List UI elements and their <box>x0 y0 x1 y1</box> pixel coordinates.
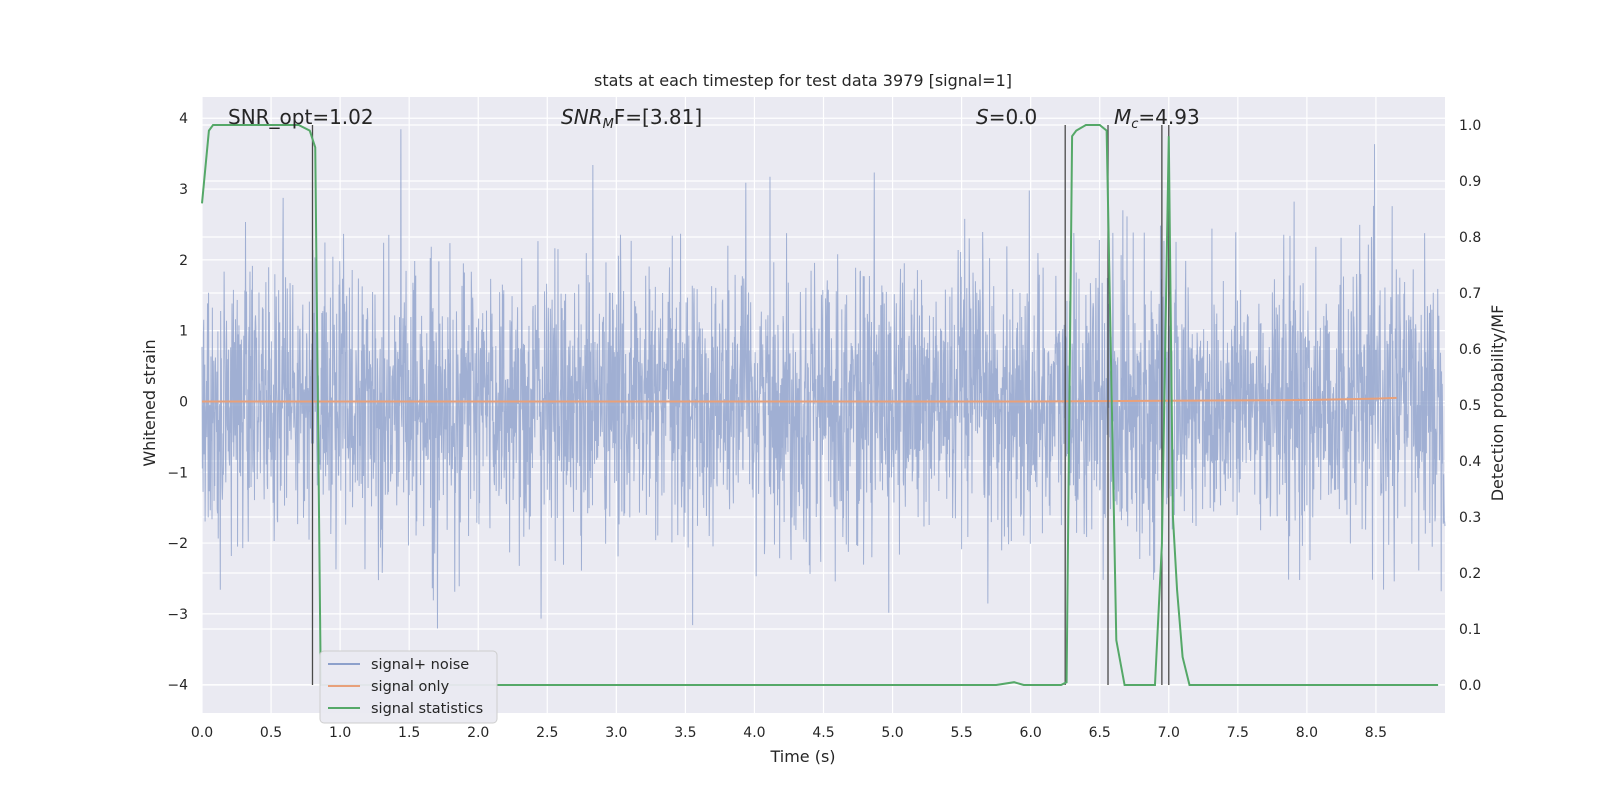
y2-tick-label: 0.8 <box>1459 230 1481 246</box>
x-tick-label: 1.5 <box>398 725 420 741</box>
y-tick-label: −4 <box>167 678 188 694</box>
x-tick-label: 3.5 <box>674 725 696 741</box>
signal-only-line <box>202 396 1397 403</box>
tick-labels: 0.0 0.5 1.0 1.5 2.0 2.5 3.0 3.5 4.0 4.5 5.0 5.5 6.0 6… <box>167 111 1481 741</box>
signal-only-series <box>202 396 1397 403</box>
annotation-mc: Mc=4.93 <box>1114 105 1200 132</box>
y-tick-label: 2 <box>179 253 188 269</box>
signal-statistics-series <box>201 124 1439 686</box>
y-tick-label: 3 <box>179 182 188 198</box>
x-tick-label: 7.0 <box>1158 725 1180 741</box>
x-tick-label: 1.0 <box>329 725 351 741</box>
y2-tick-label: 0.6 <box>1459 342 1481 358</box>
x-axis-label: Time (s) <box>769 747 835 766</box>
x-tick-label: 6.0 <box>1020 725 1042 741</box>
y2-tick-label: 0.3 <box>1459 510 1481 526</box>
annotation-s: S=0.0 <box>976 105 1037 129</box>
legend-label-statistics: signal statistics <box>371 701 483 717</box>
y2-tick-label: 0.0 <box>1459 678 1481 694</box>
legend-label-noise: signal+ noise <box>371 657 469 673</box>
y2-tick-label: 0.5 <box>1459 398 1481 414</box>
x-tick-label: 8.0 <box>1296 725 1318 741</box>
x-tick-label: 6.5 <box>1089 725 1111 741</box>
legend-box <box>319 650 498 724</box>
y2-tick-label: 0.9 <box>1459 174 1481 190</box>
x-tick-label: 5.0 <box>881 725 903 741</box>
y-tick-label: 1 <box>179 324 188 340</box>
x-tick-label: 5.5 <box>950 725 972 741</box>
signal-noise-series <box>201 129 1446 629</box>
x-tick-label: 4.0 <box>743 725 765 741</box>
y-tick-label: 4 <box>179 111 188 127</box>
legend: signal+ noise signal only signal statist… <box>319 650 498 724</box>
legend-label-signal: signal only <box>371 679 450 695</box>
x-tick-label: 8.5 <box>1365 725 1387 741</box>
x-tick-label: 4.5 <box>812 725 834 741</box>
annotation-snr-mf: SNRMF=[3.81] <box>561 105 702 132</box>
y-tick-label: −3 <box>167 607 188 623</box>
x-tick-label: 2.0 <box>467 725 489 741</box>
chart-title: stats at each timestep for test data 397… <box>594 71 1012 90</box>
x-tick-label: 0.0 <box>191 725 213 741</box>
x-tick-label: 7.5 <box>1227 725 1249 741</box>
annotation-snr-opt: SNR_opt=1.02 <box>228 105 374 129</box>
y2-tick-label: 0.1 <box>1459 622 1481 638</box>
y2-tick-label: 0.2 <box>1459 566 1481 582</box>
y-axis-label: Whitened strain <box>140 339 159 466</box>
signal-statistics-line <box>201 124 1439 686</box>
y2-tick-label: 1.0 <box>1459 118 1481 134</box>
x-tick-label: 3.0 <box>605 725 627 741</box>
y-tick-label: −1 <box>167 465 188 481</box>
y2-tick-label: 0.4 <box>1459 454 1481 470</box>
y-tick-label: −2 <box>167 536 188 552</box>
x-tick-label: 2.5 <box>536 725 558 741</box>
x-tick-label: 0.5 <box>260 725 282 741</box>
y2-tick-label: 0.7 <box>1459 286 1481 302</box>
y2-axis-label: Detection probability/MF <box>1488 305 1507 502</box>
y-tick-label: 0 <box>179 394 188 410</box>
signal-noise-line <box>201 129 1446 629</box>
